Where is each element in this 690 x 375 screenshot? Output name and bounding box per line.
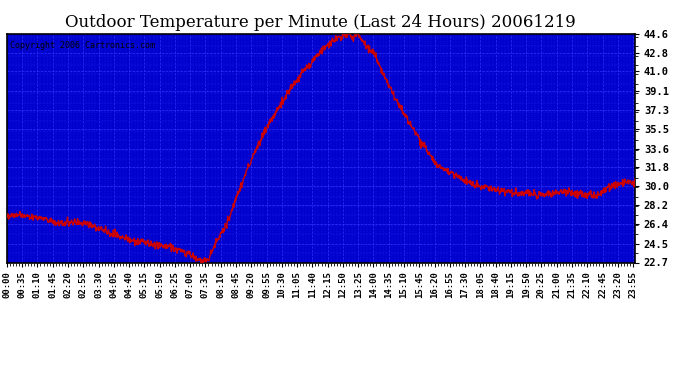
Title: Outdoor Temperature per Minute (Last 24 Hours) 20061219: Outdoor Temperature per Minute (Last 24 … [66, 14, 576, 31]
Text: Copyright 2006 Cartronics.com: Copyright 2006 Cartronics.com [10, 40, 155, 50]
